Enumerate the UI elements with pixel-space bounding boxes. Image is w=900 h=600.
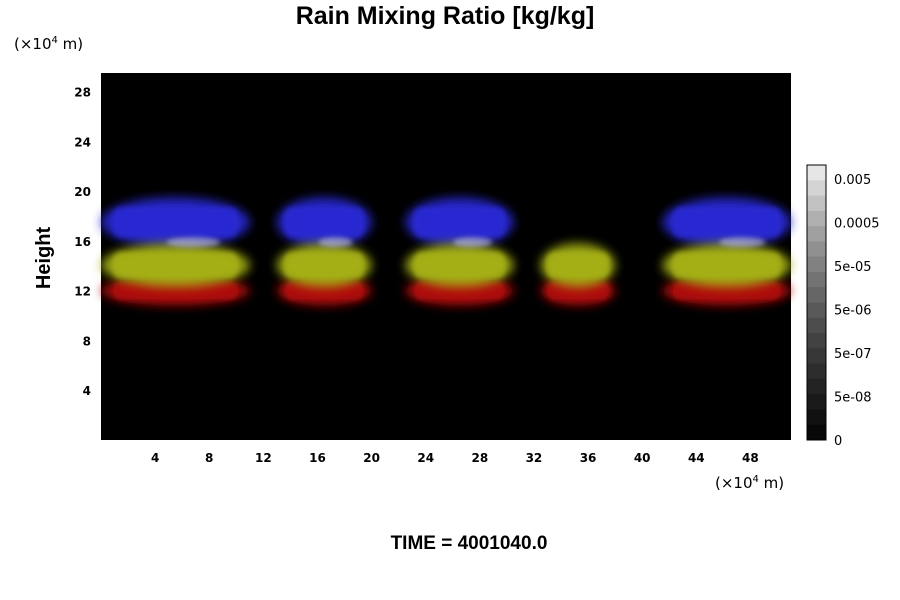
cloud-highlight — [318, 237, 353, 248]
cloud-core-blue — [284, 207, 365, 238]
colorbar-tick-label: 0 — [834, 434, 842, 449]
cloud-core-yellow — [672, 252, 781, 279]
cloud-cell — [405, 197, 514, 306]
colorbar-swatch — [807, 271, 826, 288]
colorbar-swatch — [807, 210, 826, 227]
colorbar-swatch — [807, 226, 826, 242]
y-tick-labels: 4 8 12 16 20 24 28 — [74, 86, 91, 399]
colorbar-swatch — [807, 241, 826, 258]
cloud-core-blue — [414, 207, 505, 238]
x-tick-label: 44 — [688, 451, 705, 465]
cloud-core-yellow — [284, 252, 365, 279]
colorbar-swatch — [807, 302, 826, 319]
cloud-core-red — [414, 281, 505, 300]
cloud-core-blue — [112, 207, 238, 238]
x-tick-label: 4 — [151, 451, 159, 465]
x-tick-label: 36 — [580, 451, 597, 465]
y-tick-label: 20 — [74, 185, 91, 199]
chart-title: Rain Mixing Ratio [kg/kg] — [296, 2, 595, 30]
x-tick-label: 8 — [205, 451, 213, 465]
colorbar-swatch — [807, 180, 826, 197]
x-axis-unit: (×104 m) — [715, 474, 784, 492]
colorbar-swatch — [807, 287, 826, 303]
cloud-core-red — [546, 281, 610, 300]
y-tick-label: 16 — [74, 235, 91, 249]
cloud-cell — [662, 197, 791, 306]
cloud-highlights — [166, 237, 766, 248]
colorbar — [806, 164, 827, 441]
x-tick-label: 28 — [471, 451, 488, 465]
colorbar-swatch — [807, 409, 826, 426]
y-tick-label: 24 — [74, 135, 91, 149]
colorbar-tick-label: 5e-08 — [834, 391, 872, 406]
cloud-core-red — [672, 281, 781, 300]
cloud-core-yellow — [112, 252, 238, 279]
y-tick-label: 12 — [74, 285, 91, 299]
cloud-cell — [540, 243, 616, 306]
colorbar-tick-label: 5e-06 — [834, 304, 872, 319]
x-tick-label: 32 — [526, 451, 543, 465]
colorbar-swatch — [807, 317, 826, 334]
x-tick-label: 20 — [363, 451, 380, 465]
x-tick-label: 40 — [634, 451, 651, 465]
time-label: TIME = 4001040.0 — [391, 533, 548, 554]
colorbar-tick-label: 5e-05 — [834, 260, 872, 275]
x-tick-label: 16 — [309, 451, 326, 465]
cloud-highlight — [453, 237, 492, 248]
colorbar-swatch — [807, 195, 826, 212]
y-axis-unit: (×104 m) — [14, 35, 83, 53]
x-tick-label: 24 — [417, 451, 434, 465]
colorbar-swatch — [807, 394, 826, 410]
colorbar-tick-label: 0.005 — [834, 173, 871, 188]
cloud-cells — [100, 197, 791, 306]
x-tick-label: 48 — [742, 451, 759, 465]
colorbar-swatch — [807, 333, 826, 349]
x-tick-label: 12 — [255, 451, 272, 465]
colorbar-swatch — [807, 165, 826, 181]
y-tick-label: 28 — [74, 86, 91, 100]
cloud-cell — [276, 197, 372, 306]
colorbar-border — [806, 164, 827, 441]
cloud-core-blue — [672, 207, 781, 238]
colorbar-swatch — [807, 348, 826, 365]
cloud-core-yellow — [414, 252, 505, 279]
cloud-core-red — [112, 281, 238, 300]
y-tick-label: 4 — [83, 384, 91, 398]
colorbar-swatch — [807, 424, 826, 441]
cloud-core-yellow — [546, 252, 610, 279]
colorbar-tick-label: 0.0005 — [834, 217, 880, 232]
cloud-highlight — [166, 237, 221, 248]
colorbar-swatch — [807, 378, 826, 395]
colorbar-tick-label: 5e-07 — [834, 347, 872, 362]
cloud-cell — [100, 197, 250, 306]
x-tick-labels: 4 8 12 16 20 24 28 32 36 40 44 48 — [151, 451, 759, 465]
cloud-core-red — [284, 281, 365, 300]
cloud-highlight — [719, 237, 766, 248]
colorbar-swatch — [807, 363, 826, 380]
y-tick-label: 8 — [83, 334, 91, 348]
y-axis-label: Height — [33, 227, 55, 290]
colorbar-swatch — [807, 256, 826, 273]
colorbar-tick-labels: 0.005 0.0005 5e-05 5e-06 5e-07 5e-08 0 — [834, 173, 880, 449]
